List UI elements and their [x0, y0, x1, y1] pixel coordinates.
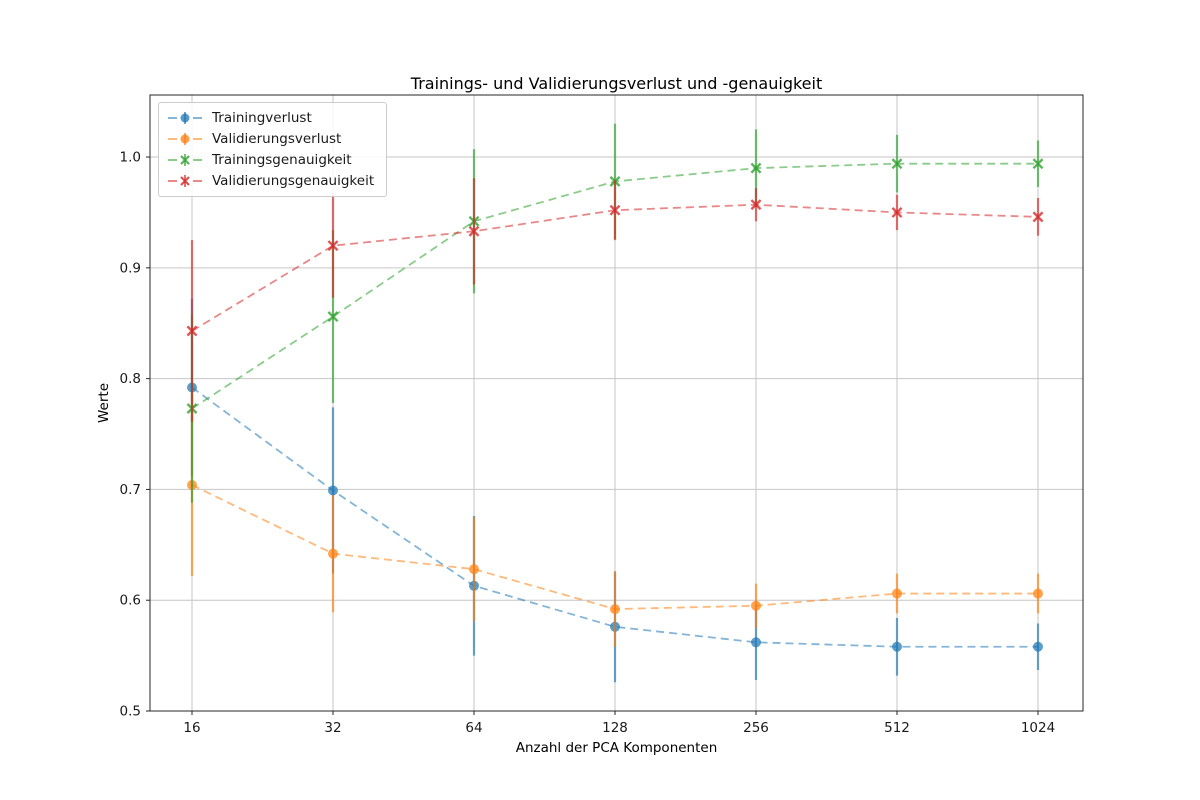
x-tick-label: 256 [743, 720, 769, 736]
marker-x [609, 204, 621, 216]
marker-x [891, 206, 903, 218]
legend-key-icon [168, 133, 202, 145]
x-tick-label: 128 [602, 720, 628, 736]
legend-key-icon [168, 154, 202, 166]
marker-circle [892, 641, 902, 652]
marker-x [468, 225, 480, 237]
y-axis-label: Werte [96, 382, 112, 424]
y-tick-label: 0.7 [120, 482, 141, 498]
marker-x [1032, 158, 1044, 170]
y-tick-label: 0.8 [120, 371, 141, 387]
legend-label: Trainingsgenauigkeit [212, 152, 352, 168]
y-tick-label: 0.6 [120, 593, 141, 609]
marker-circle [1033, 641, 1043, 652]
legend-item-Trainingsgenauigkeit: Trainingsgenauigkeit [167, 152, 374, 168]
legend-item-Validierungsverlust: Validierungsverlust [167, 131, 374, 147]
marker-x [750, 199, 762, 211]
marker-x [750, 162, 762, 174]
marker-circle [328, 485, 338, 496]
marker-circle [1033, 588, 1043, 599]
axes-spines [149, 94, 1084, 712]
legend-item-Validierungsgenauigkeit: Validierungsgenauigkeit [167, 173, 374, 189]
y-tick-label: 1.0 [120, 150, 141, 166]
legend-label: Validierungsgenauigkeit [212, 173, 375, 189]
legend-label: Trainingverlust [212, 110, 312, 126]
x-tick-label: 64 [465, 720, 482, 736]
marker-circle [610, 604, 620, 615]
legend-item-Trainingverlust: Trainingverlust [167, 110, 374, 126]
x-axis-label: Anzahl der PCA Komponenten [515, 740, 718, 756]
y-tick-label: 0.5 [120, 704, 141, 720]
x-tick-label: 1024 [1021, 720, 1055, 736]
marker-circle [328, 548, 338, 559]
marker-x [891, 158, 903, 170]
marker-x [327, 240, 339, 252]
marker-x [186, 325, 198, 337]
marker-circle [469, 564, 479, 575]
series-Validierungsverlust [187, 394, 1043, 647]
legend-label: Validierungsverlust [212, 131, 342, 147]
legend-key-icon [168, 112, 202, 124]
marker-circle [892, 588, 902, 599]
x-tick-label: 16 [183, 720, 200, 736]
marker-circle [751, 600, 761, 611]
legend-key-icon [168, 175, 202, 187]
marker-x [327, 311, 339, 323]
chart-title: Trainings- und Validierungsverlust und -… [410, 74, 823, 93]
marker-x [1032, 211, 1044, 223]
series-Validierungsgenauigkeit [186, 178, 1044, 422]
x-tick-label: 32 [324, 720, 341, 736]
legend: Trainingverlust Validierungsverlust Traini… [158, 102, 388, 197]
marker-circle [751, 637, 761, 648]
y-tick-label: 0.9 [120, 260, 141, 276]
x-tick-label: 512 [884, 720, 910, 736]
